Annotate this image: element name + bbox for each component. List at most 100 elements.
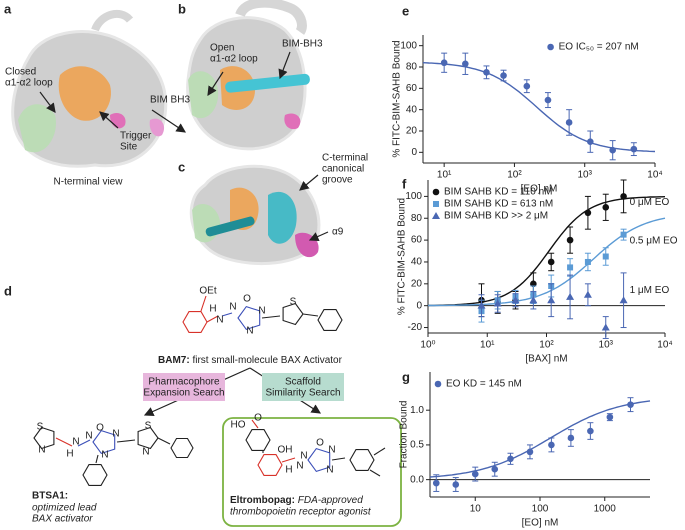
caption-name: BTSA1: [32, 491, 68, 502]
ring [282, 302, 304, 326]
marker [477, 301, 486, 309]
annotation: 1 μM EO [630, 285, 670, 296]
atom-label: N [216, 315, 223, 326]
y-tick-label: -20 [408, 322, 423, 333]
atom-label: N [229, 302, 236, 313]
ring [317, 309, 343, 331]
legend-marker [432, 188, 440, 196]
bond [206, 315, 219, 323]
annotation: α1-α2 loop [210, 54, 258, 65]
marker [602, 204, 610, 211]
bond [157, 437, 171, 445]
search-label: Expansion Search [143, 388, 224, 399]
panel-letter: c [178, 159, 185, 174]
marker [507, 455, 514, 463]
ring [257, 454, 283, 476]
ring [33, 426, 55, 450]
marker [483, 69, 490, 76]
annotation: α9 [332, 227, 344, 238]
annotation: α1-α2 loop [5, 78, 53, 89]
annotation: 0 μM EO [630, 197, 670, 208]
atom-label: S [145, 421, 152, 432]
x-tick-label: 10¹ [480, 340, 495, 351]
legend-marker [547, 43, 554, 51]
atom-label: O [254, 413, 262, 424]
y-tick-label: 80 [411, 213, 423, 224]
x-axis-label: [EO] nM [521, 184, 558, 195]
annotation: BIM-BH3 [282, 39, 323, 50]
marker [547, 258, 555, 266]
bond [369, 469, 381, 477]
marker [627, 401, 634, 408]
marker [586, 138, 594, 145]
annotation: Site [120, 142, 138, 153]
annotation: 0.5 μM EO [630, 235, 678, 246]
ring [349, 449, 375, 471]
atom-label: N [326, 465, 333, 476]
marker [606, 413, 614, 421]
annotation: groove [322, 175, 353, 186]
marker [601, 323, 610, 331]
atom-label: N [112, 429, 119, 440]
marker [584, 209, 592, 217]
x-tick-label: 10¹ [437, 170, 452, 181]
atom-label: HO [231, 420, 246, 431]
bond [261, 315, 281, 319]
y-tick-label: 100 [400, 40, 417, 51]
marker [452, 481, 460, 488]
atom-label: H [66, 449, 73, 460]
atom-label: N [246, 326, 253, 337]
marker [620, 193, 627, 200]
y-axis-label: % FITC-BIM-SAHB Bound [392, 40, 403, 157]
arrow-label: BIM BH3 [150, 95, 190, 106]
x-tick-label: 10⁴ [647, 170, 662, 181]
marker [500, 72, 507, 79]
marker [493, 299, 502, 307]
marker [587, 427, 594, 435]
annotation-arrows [39, 51, 329, 241]
annotation: C-terminal [322, 153, 368, 164]
panel-letter: b [178, 1, 186, 16]
atom-label: N [85, 431, 92, 442]
caption: Eltrombopag: FDA-approved [230, 495, 363, 506]
atom-label: O [96, 423, 104, 434]
y-tick-label: 1.0 [410, 405, 424, 416]
atom-label: S [37, 422, 44, 433]
legend-label: EO KD = 145 nM [446, 379, 522, 390]
bond [281, 457, 296, 463]
legend-marker [434, 380, 442, 388]
annotation: Trigger [120, 131, 152, 142]
atom-label: N [142, 447, 149, 458]
marker [567, 264, 574, 271]
protein-c [189, 164, 321, 266]
ring [245, 429, 271, 451]
marker [565, 119, 573, 126]
marker [547, 296, 556, 304]
bond [251, 419, 259, 429]
y-tick-label: 40 [411, 257, 423, 268]
atom-label: N [258, 306, 265, 317]
caption: N-terminal view [54, 177, 124, 188]
marker [491, 465, 499, 473]
y-axis-label: Fraction Bound [399, 401, 410, 469]
marker [566, 292, 575, 300]
marker [471, 470, 479, 478]
y-tick-label: 20 [406, 126, 418, 137]
marker [462, 60, 469, 68]
x-axis-label: [EO] nM [522, 518, 559, 529]
marker [526, 448, 534, 456]
x-tick-label: 10³ [577, 170, 592, 181]
protein-a [11, 9, 168, 168]
ring [237, 305, 261, 331]
atom-label: OH [278, 445, 293, 456]
marker [583, 290, 592, 298]
bond [373, 447, 386, 456]
marker [619, 296, 628, 304]
y-tick-label: 0.0 [410, 474, 424, 485]
bond [302, 313, 319, 317]
caption-desc: thrombopoietin receptor agonist [230, 507, 372, 518]
legend-marker [433, 201, 439, 207]
x-tick-label: 10 [470, 504, 482, 515]
ring [307, 447, 331, 473]
